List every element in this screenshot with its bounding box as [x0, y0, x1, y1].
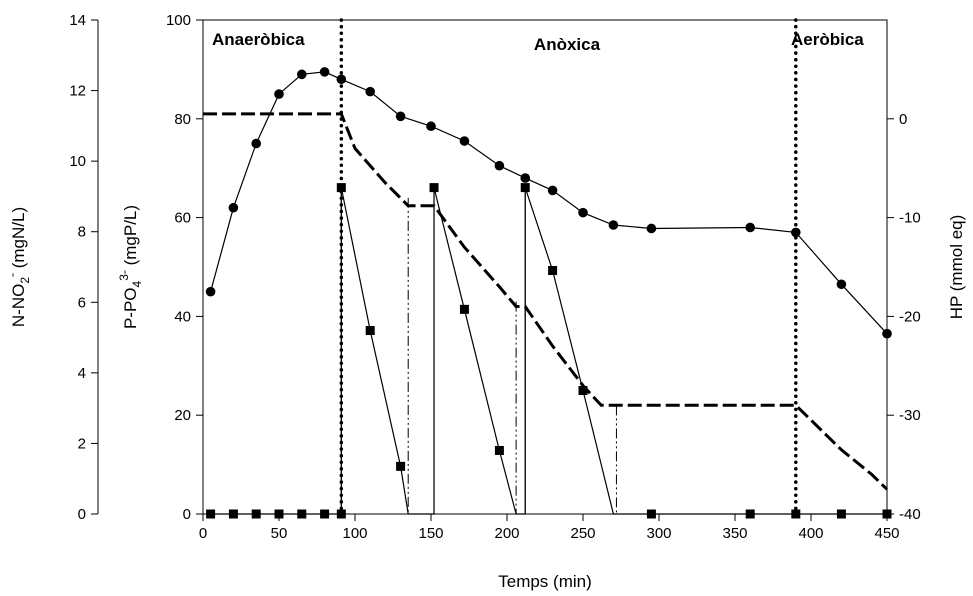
nitrite-point [836, 509, 846, 519]
series-line-circle [210, 71, 888, 335]
right-y-axis-title: HP (mmol eq) [947, 215, 966, 320]
nitrite-point [578, 386, 588, 395]
inner-y-tick-label: 100 [166, 12, 191, 29]
x-tick-label: 100 [342, 525, 367, 542]
nitrite-point [320, 509, 330, 519]
nitrite-point [336, 183, 346, 193]
inner-y-tick-label: 20 [174, 407, 191, 424]
phase-label: Anòxica [534, 35, 601, 54]
nitrite-point [882, 509, 892, 519]
outer-y-tick-label: 2 [78, 435, 86, 452]
x-tick-label: 400 [798, 525, 823, 542]
series-lines [203, 18, 889, 516]
phosphate-point [547, 185, 558, 196]
right-y-tick-label: -40 [899, 506, 921, 523]
phosphate-point [365, 86, 376, 97]
nitrite-point [548, 266, 558, 276]
inner-y-axis-title-tail: (mgP/L) [121, 205, 140, 270]
phosphate-point [520, 173, 531, 183]
inner-y-tick-label: 80 [174, 111, 191, 128]
nitrite-point [206, 509, 216, 519]
plot-frame [202, 19, 888, 515]
nitrite-point [228, 509, 238, 519]
phase-label: Aeròbica [791, 30, 864, 49]
outer-y-tick-label: 0 [78, 506, 86, 523]
outer-y-tick-label: 14 [69, 12, 86, 29]
outer-y-tick-label: 12 [69, 83, 86, 100]
right-y-tick-label: 0 [899, 111, 907, 128]
nitrite-point [365, 326, 375, 336]
phosphate-point [745, 222, 755, 233]
right-y-tick-label: -20 [899, 308, 921, 325]
phosphate-point [426, 121, 436, 132]
nitrite-point [429, 183, 439, 193]
phosphate-point [205, 286, 216, 297]
series-markers [205, 67, 892, 519]
phosphate-point [646, 223, 657, 234]
outer-y-tick-label: 8 [78, 224, 86, 241]
phosphate-point [297, 69, 307, 80]
nitrite-point [336, 509, 346, 519]
x-tick-label: 0 [199, 525, 207, 542]
chart-labels: Temps (min)N-NO2- (mgN/L)P-PO43- (mgP/L)… [5, 30, 966, 591]
inner-y-tick-label: 0 [183, 506, 191, 523]
series-line-square [210, 187, 887, 515]
phosphate-point [459, 136, 470, 146]
nitrite-point [791, 509, 801, 519]
phosphate-point [274, 89, 284, 99]
phosphate-point [494, 160, 505, 171]
x-tick-label: 200 [494, 525, 519, 542]
phosphate-point [882, 328, 892, 339]
right-y-tick-label: -10 [899, 210, 921, 227]
outer-y-axis-title: N-NO2- (mgN/L) [5, 207, 32, 327]
outer-y-axis-title-base: N-NO [9, 284, 28, 327]
inner-y-axis-title-sub: 4 [130, 280, 144, 287]
phosphate-point [395, 111, 406, 122]
outer-y-axis-title-tail: (mgN/L) [9, 207, 28, 273]
phosphate-point [791, 227, 801, 238]
outer-y-tick-label: 4 [78, 365, 86, 382]
x-axis-title: Temps (min) [498, 572, 592, 591]
inner-y-tick-label: 40 [174, 308, 191, 325]
phosphate-point [336, 74, 347, 85]
phosphate-point [228, 202, 239, 213]
axes: 0 50 100 150 200 250 300 350 400 4500204060801000… [69, 12, 920, 542]
outer-y-axis-title-sup: - [5, 273, 19, 277]
inner-y-axis-title-base: P-PO [121, 287, 140, 329]
inner-y-tick-label: 60 [174, 210, 191, 227]
right-y-tick-label: -30 [899, 407, 921, 424]
series-line-dashed [203, 112, 889, 491]
x-tick-label: 300 [646, 525, 671, 542]
outer-y-tick-label: 10 [69, 153, 86, 170]
phosphate-point [608, 220, 619, 230]
nitrite-point [274, 509, 284, 519]
phosphate-point [319, 67, 330, 77]
phase-label: Anaeròbica [212, 30, 305, 49]
nitrite-point [459, 304, 469, 314]
nitrite-point [251, 509, 261, 519]
x-tick-label: 450 [874, 525, 899, 542]
phosphate-point [578, 207, 588, 218]
outer-y-axis-title-sub: 2 [18, 277, 32, 284]
x-tick-label: 350 [722, 525, 747, 542]
inner-y-axis-title: P-PO43- (mgP/L) [117, 205, 144, 329]
phosphate-point [836, 279, 847, 290]
inner-y-axis-title-sup: 3- [117, 270, 131, 281]
nitrite-point [297, 509, 307, 519]
nitrite-point [396, 461, 406, 471]
x-tick-label: 50 [271, 525, 288, 542]
nitrite-point [520, 183, 530, 193]
plot-area-border [202, 19, 888, 515]
phosphate-point [251, 138, 261, 149]
x-tick-label: 150 [418, 525, 443, 542]
outer-y-tick-label: 6 [78, 294, 86, 311]
nitrite-point [745, 509, 755, 519]
x-tick-label: 250 [570, 525, 595, 542]
nitrite-point [494, 445, 504, 455]
nitrite-point [646, 509, 656, 519]
